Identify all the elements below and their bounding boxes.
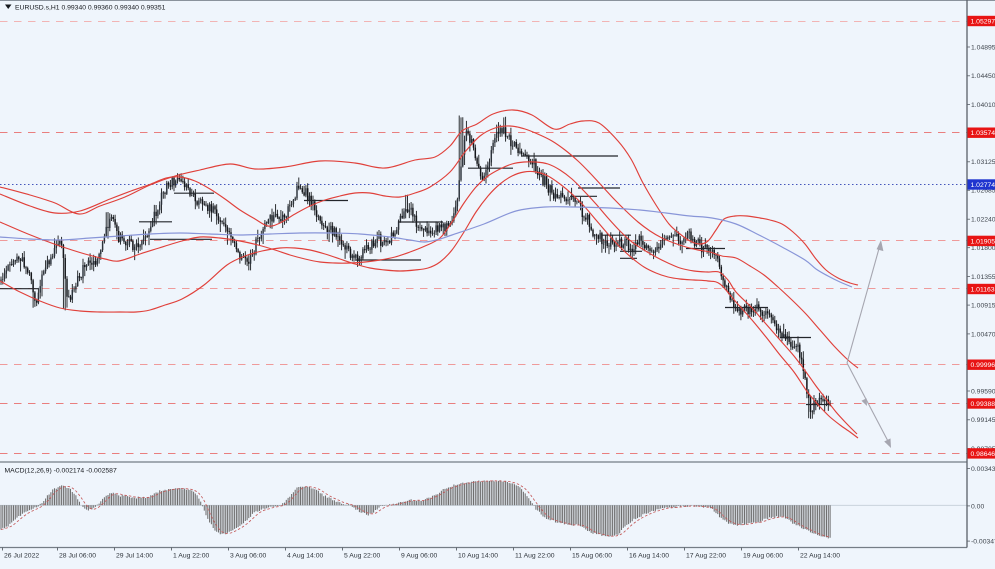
svg-text:1 Aug 22:00: 1 Aug 22:00 <box>173 553 210 560</box>
svg-text:0.003432: 0.003432 <box>971 466 995 473</box>
svg-text:1.00915: 1.00915 <box>971 303 995 310</box>
svg-text:1.03125: 1.03125 <box>971 159 995 166</box>
svg-text:17 Aug 22:00: 17 Aug 22:00 <box>686 553 726 560</box>
svg-text:0.99996: 0.99996 <box>971 362 995 369</box>
svg-text:15 Aug 06:00: 15 Aug 06:00 <box>572 553 612 560</box>
svg-text:1.00470: 1.00470 <box>971 331 995 338</box>
svg-text:1.01800: 1.01800 <box>971 245 995 252</box>
svg-text:19 Aug 06:00: 19 Aug 06:00 <box>743 553 783 560</box>
svg-text:9 Aug 06:00: 9 Aug 06:00 <box>401 553 438 560</box>
svg-text:5 Aug 22:00: 5 Aug 22:00 <box>344 553 381 560</box>
svg-text:0.00: 0.00 <box>971 503 984 510</box>
svg-text:3 Aug 06:00: 3 Aug 06:00 <box>230 553 267 560</box>
svg-text:1.04010: 1.04010 <box>971 102 995 109</box>
svg-text:4 Aug 14:00: 4 Aug 14:00 <box>287 553 324 560</box>
svg-text:28 Jul 06:00: 28 Jul 06:00 <box>59 553 96 560</box>
svg-text:1.04895: 1.04895 <box>971 44 995 51</box>
svg-text:MACD(12,26,9) -0.002174 -0.002: MACD(12,26,9) -0.002174 -0.002587 <box>5 468 117 475</box>
svg-text:16 Aug 14:00: 16 Aug 14:00 <box>629 553 669 560</box>
svg-text:1.05297: 1.05297 <box>971 19 995 26</box>
svg-text:22 Aug 14:00: 22 Aug 14:00 <box>800 553 840 560</box>
svg-text:1.03574: 1.03574 <box>971 130 995 137</box>
svg-text:29 Jul 14:00: 29 Jul 14:00 <box>116 553 153 560</box>
svg-text:26 Jul 2022: 26 Jul 2022 <box>4 553 39 560</box>
svg-text:10 Aug 14:00: 10 Aug 14:00 <box>458 553 498 560</box>
svg-text:1.01163: 1.01163 <box>971 287 995 294</box>
svg-text:0.99145: 0.99145 <box>971 417 995 424</box>
svg-text:1.04450: 1.04450 <box>971 73 995 80</box>
svg-text:0.99388: 0.99388 <box>971 401 995 408</box>
svg-text:EURUSD.s,H1 0.99340 0.99360 0: EURUSD.s,H1 0.99340 0.99360 0.99340 0.99… <box>15 5 166 12</box>
svg-text:1.01355: 1.01355 <box>971 274 995 281</box>
svg-text:0.99590: 0.99590 <box>971 388 995 395</box>
svg-text:-0.003470: -0.003470 <box>971 539 995 546</box>
svg-text:1.02774: 1.02774 <box>971 182 995 189</box>
svg-text:1.01905: 1.01905 <box>971 238 995 245</box>
svg-text:11 Aug 22:00: 11 Aug 22:00 <box>515 553 555 560</box>
svg-text:1.02240: 1.02240 <box>971 217 995 224</box>
svg-text:0.98646: 0.98646 <box>971 451 995 458</box>
